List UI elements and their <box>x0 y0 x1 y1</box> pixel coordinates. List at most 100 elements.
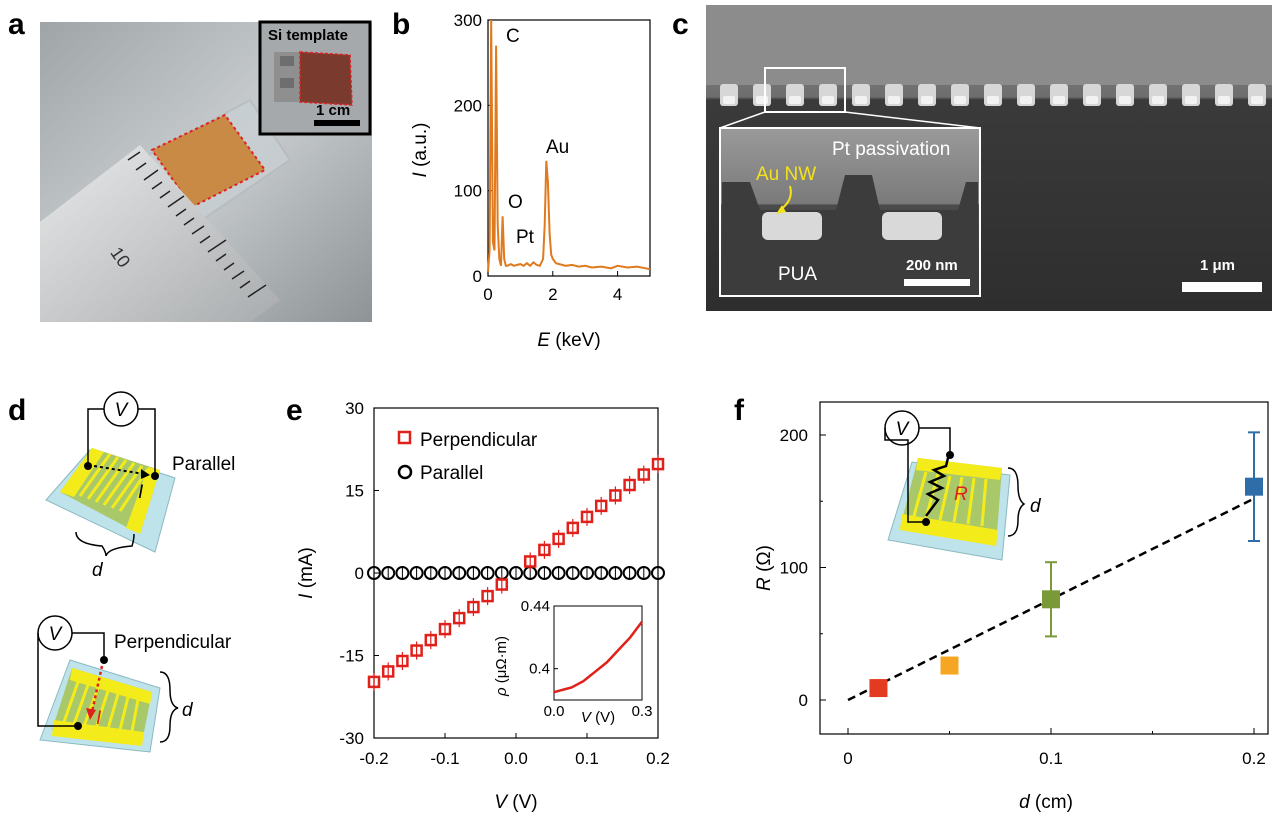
perpendicular-label: Perpendicular <box>114 632 232 653</box>
nanowire-core <box>756 96 768 104</box>
panel-f-xtick-label: 0.2 <box>1242 749 1266 768</box>
inset-scale-200nm-bar <box>904 279 970 286</box>
inset-voltmeter-symbol: V <box>896 419 911 440</box>
nanowire-core <box>822 96 834 104</box>
panel-f-ytick-label: 100 <box>780 559 808 578</box>
panel-e-ytick-label: -15 <box>339 647 364 666</box>
panel-e-xtick-label: -0.2 <box>359 749 388 768</box>
legend-perpendicular-marker <box>397 430 412 445</box>
peak-au-label: Au <box>546 137 569 158</box>
nanowire-core <box>1086 96 1098 104</box>
nanowire-core <box>1251 96 1263 104</box>
panel-c-letter: c <box>672 8 689 41</box>
panel-b-ytick-label: 100 <box>454 182 482 201</box>
panel-f-xtick-label: 0.1 <box>1039 749 1063 768</box>
panel-d-letter: d <box>8 394 26 427</box>
nanowire-ridges <box>720 84 1266 106</box>
panel-f-ylabel: R (Ω) <box>754 545 775 591</box>
eds-spectrum-line <box>487 19 651 272</box>
legend-perpendicular-label: Perpendicular <box>420 430 538 451</box>
panel-b-frame <box>487 19 651 277</box>
inset-scale-200nm-label: 200 nm <box>906 257 958 274</box>
nanowire-core <box>1053 96 1065 104</box>
nanowire-core <box>1152 96 1164 104</box>
perpendicular-point <box>452 611 466 625</box>
panel-b-xtick-label: 0 <box>483 285 492 304</box>
au-nw-label: Au NW <box>756 164 816 185</box>
ruler <box>40 145 280 322</box>
perpendicular-point <box>381 665 395 678</box>
resistor-symbol <box>925 457 950 517</box>
peak-o-label: O <box>508 192 523 213</box>
resistance-point <box>869 679 888 698</box>
si-template-label: Si template <box>268 27 348 44</box>
nanowire-core <box>1020 96 1032 104</box>
panel-b-ytick-label: 0 <box>473 267 482 286</box>
panel-e-ytick-label: -30 <box>339 729 364 748</box>
panel-e-ytick-label: 0 <box>355 564 364 583</box>
peak-c-label: C <box>506 26 520 47</box>
panel-b-ytick-label: 300 <box>454 11 482 30</box>
nanowire-core <box>1185 96 1197 104</box>
perpendicular-point <box>552 532 565 546</box>
parallel-label: Parallel <box>172 454 235 475</box>
inset-ytick-label: 0.44 <box>521 598 550 615</box>
perpendicular-point <box>637 468 651 481</box>
resistance-point <box>940 656 959 675</box>
inset-r-symbol: R <box>954 484 968 505</box>
panel-b-ylabel: I (a.u.) <box>410 123 431 178</box>
voltmeter-parallel-symbol: V <box>115 400 130 421</box>
au-nanowire-right <box>882 212 942 240</box>
si-template-inset: Si template 1 cm <box>258 20 372 136</box>
perpendicular-point <box>566 521 580 535</box>
inset-scale-label: 1 cm <box>316 102 350 119</box>
panel-e-ylabel: I (mA) <box>296 547 317 599</box>
panel-e-chart: -30 -15 0 15 30 -0.2 -0.1 0.0 0.1 0.2 Perpendicu… <box>296 399 670 813</box>
panel-e-letter: e <box>286 394 303 427</box>
nanowire-core <box>954 96 966 104</box>
panel-f-letter: f <box>734 394 745 427</box>
panel-e-xtick-label: -0.1 <box>430 749 459 768</box>
nanowire-core <box>1218 96 1230 104</box>
current-perpendicular-symbol: I <box>96 708 102 729</box>
perpendicular-point <box>467 600 480 614</box>
pt-passivation-label: Pt passivation <box>832 139 950 160</box>
panel-e-xtick-label: 0.1 <box>575 749 599 768</box>
resistance-point <box>1245 477 1263 496</box>
panel-b-chart: 0 100 200 300 0 2 4 C O Pt Au I (a.u.) E (keV… <box>410 11 651 351</box>
perpendicular-point <box>651 457 665 471</box>
nanowire-core <box>888 96 900 104</box>
perpendicular-point <box>594 499 608 513</box>
perpendicular-point <box>438 622 452 636</box>
perpendicular-point <box>424 633 438 647</box>
panel-c-sem: Pt passivation Au NW PUA 200 nm 1 μm <box>706 5 1272 311</box>
inset-frame <box>553 605 643 701</box>
inset-d-symbol: d <box>1030 496 1042 517</box>
perpendicular-point <box>609 489 622 502</box>
panel-b-xtick-label: 2 <box>548 285 557 304</box>
inset-xtick-label: 0.0 <box>544 703 565 720</box>
panel-e-inset: 0.4 0.44 0.0 0.3 ρ (μΩ·m) V (V) <box>493 598 652 726</box>
inset-ylabel: ρ (μΩ·m) <box>493 636 510 697</box>
sem-zoom-inset: Pt passivation Au NW PUA 200 nm <box>719 127 981 297</box>
resistance-point <box>1042 590 1060 609</box>
current-parallel-symbol: I <box>138 482 144 503</box>
ruler-ticks <box>127 151 267 298</box>
perpendicular-device: V I Perpendicular d <box>37 615 232 753</box>
d-symbol-parallel: d <box>92 560 104 581</box>
resistivity-curve <box>553 620 643 694</box>
panel-b-ytick-label: 200 <box>454 96 482 115</box>
panel-b-xtick-label: 4 <box>613 285 622 304</box>
panel-b-xlabel: E (keV) <box>537 330 600 351</box>
panel-f-inset-device: V R d <box>884 410 1042 561</box>
nanowire-core <box>1119 96 1131 104</box>
inset-scale-bar <box>314 120 360 126</box>
panel-f-xlabel: d (cm) <box>1019 792 1073 813</box>
legend-parallel-marker <box>397 464 413 480</box>
inset-xtick-label: 0.3 <box>632 703 653 720</box>
scale-1um-bar <box>1182 282 1262 292</box>
perpendicular-point <box>523 555 537 568</box>
perpendicular-point <box>580 510 594 524</box>
inset-xlabel: V (V) <box>581 709 615 726</box>
parallel-device: V I Parallel d <box>45 391 235 581</box>
